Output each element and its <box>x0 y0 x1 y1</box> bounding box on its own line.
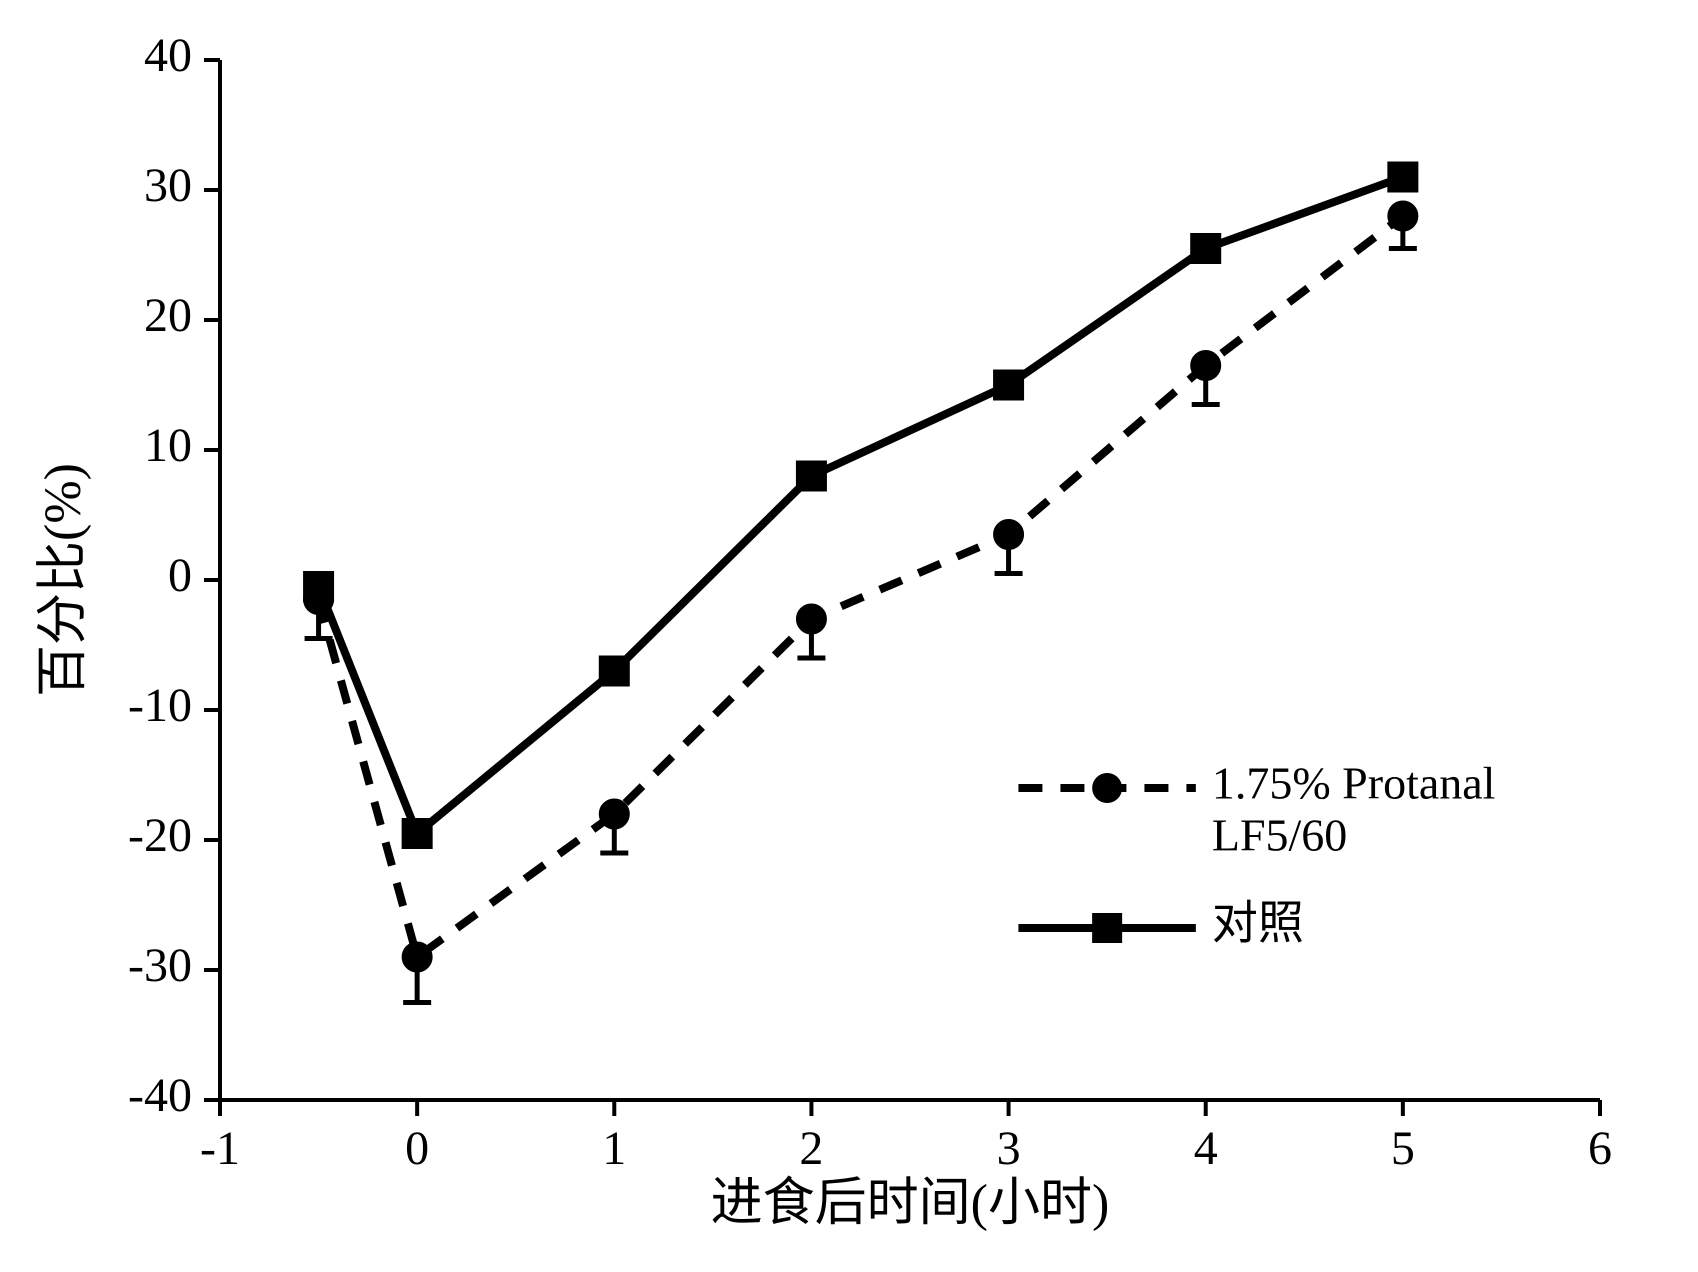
x-axis-title: 进食后时间(小时) <box>711 1175 1110 1232</box>
y-tick-label: 40 <box>144 29 192 82</box>
marker-square <box>599 656 629 686</box>
marker-circle <box>599 799 629 829</box>
line-chart: -40-30-20-10010203040-10123456百分比(%)进食后时… <box>0 0 1698 1272</box>
y-axis-title: 百分比(%) <box>35 463 92 697</box>
x-tick-label: 0 <box>405 1122 429 1175</box>
chart-container: -40-30-20-10010203040-10123456百分比(%)进食后时… <box>0 0 1698 1272</box>
marker-circle <box>994 520 1024 550</box>
y-tick-label: 30 <box>144 159 192 212</box>
x-tick-label: 2 <box>799 1122 823 1175</box>
x-tick-label: 3 <box>997 1122 1021 1175</box>
y-tick-label: 0 <box>168 549 192 602</box>
legend-label-control: 对照 <box>1212 898 1304 949</box>
x-tick-label: 4 <box>1194 1122 1218 1175</box>
x-tick-label: 6 <box>1588 1122 1612 1175</box>
marker-circle <box>402 942 432 972</box>
marker-square <box>402 819 432 849</box>
y-tick-label: -40 <box>128 1069 192 1122</box>
legend-label-protanal-2: LF5/60 <box>1212 810 1347 861</box>
marker-circle <box>1191 351 1221 381</box>
marker-circle <box>1388 201 1418 231</box>
marker-circle <box>796 604 826 634</box>
legend-marker-control <box>1092 913 1122 943</box>
y-tick-label: -30 <box>128 939 192 992</box>
y-tick-label: 20 <box>144 289 192 342</box>
chart-background <box>0 0 1698 1272</box>
legend-label-protanal-1: 1.75% Protanal <box>1212 758 1496 809</box>
marker-square <box>1191 234 1221 264</box>
x-tick-label: 5 <box>1391 1122 1415 1175</box>
marker-square <box>994 370 1024 400</box>
y-tick-label: -10 <box>128 679 192 732</box>
marker-square <box>796 461 826 491</box>
legend-marker-protanal <box>1092 773 1122 803</box>
x-tick-label: -1 <box>200 1122 240 1175</box>
marker-square <box>1388 162 1418 192</box>
y-tick-label: -20 <box>128 809 192 862</box>
x-tick-label: 1 <box>602 1122 626 1175</box>
marker-square <box>304 572 334 602</box>
y-tick-label: 10 <box>144 419 192 472</box>
